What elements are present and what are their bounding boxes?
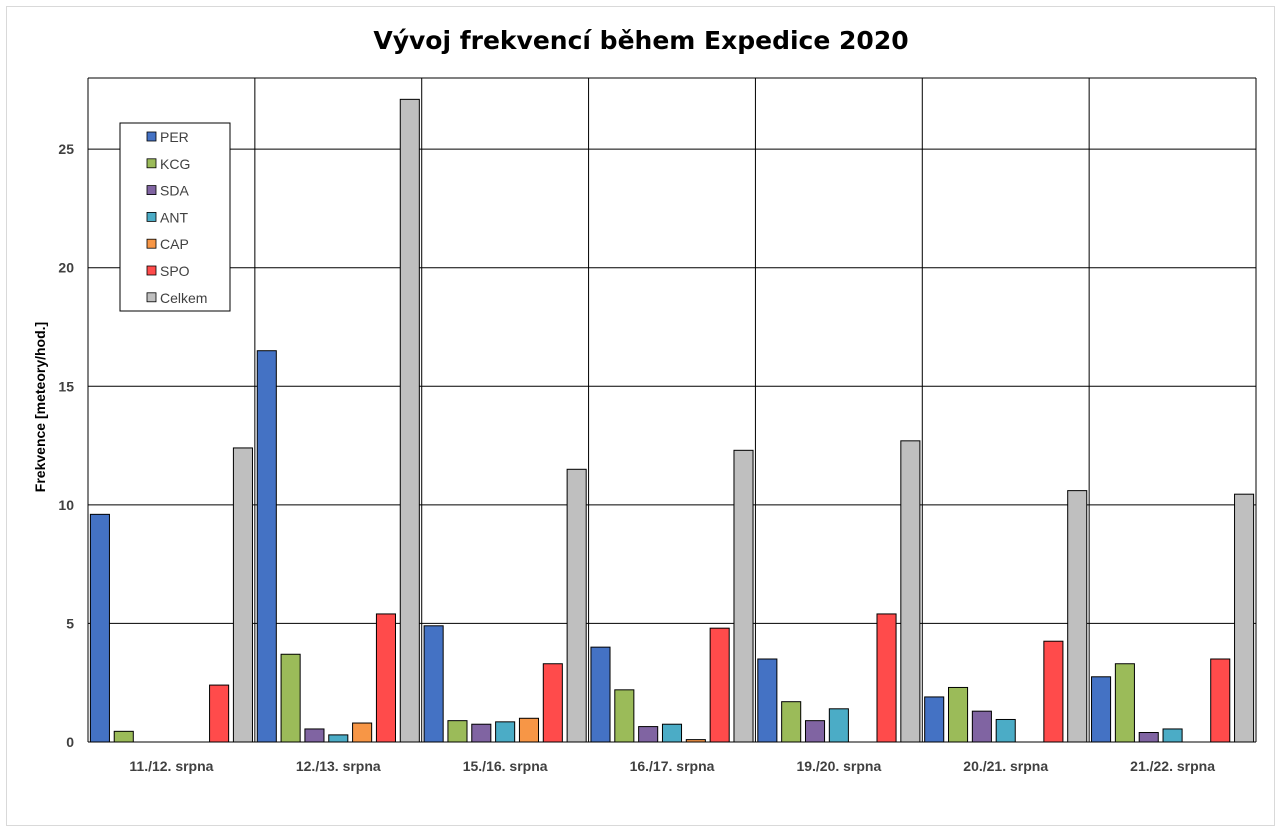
legend-swatch [146, 238, 157, 249]
bar-per [590, 646, 611, 743]
bar-kcg [1114, 663, 1135, 743]
axis-layer: 0 5 10 15 20 25 11./12. srpna 12./13. srpna 15./… [58, 141, 1256, 774]
bar-sda [804, 720, 826, 743]
x-tick-label: 12./13. srpna [296, 758, 381, 774]
bar-kcg [614, 689, 635, 743]
chart-svg: Vývoj frekvencí během Expedice 2020 0 5 10… [32, 26, 1257, 774]
bar-per [256, 350, 277, 743]
legend-swatch [146, 265, 157, 276]
legend-label: SPO [160, 263, 190, 279]
legend-label: PER [160, 129, 189, 145]
bars-layer [89, 98, 1255, 743]
chart-title: Vývoj frekvencí během Expedice 2020 [373, 26, 908, 55]
y-tick-label: 25 [58, 141, 74, 157]
bar-kcg [447, 720, 468, 743]
bar-spo [1210, 658, 1231, 743]
bar-celkem [232, 447, 253, 743]
x-tick-label: 19./20. srpna [796, 758, 881, 774]
bar-celkem [900, 440, 921, 743]
bar-spo [375, 613, 396, 743]
legend-label: Celkem [160, 290, 207, 306]
bar-cap [352, 722, 373, 743]
x-tick-label: 20./21. srpna [963, 758, 1048, 774]
bar-sda [304, 728, 325, 743]
y-tick-label: 15 [58, 378, 74, 394]
bar-spo [709, 627, 730, 743]
bar-per [423, 625, 444, 743]
bar-spo [209, 684, 230, 743]
bar-per [757, 658, 778, 743]
x-tick-label: 11./12. srpna [129, 758, 213, 774]
legend-label: KCG [160, 156, 190, 172]
legend-box [119, 122, 231, 312]
y-tick-label: 20 [58, 260, 74, 276]
bar-celkem [733, 449, 754, 743]
bar-ant [328, 734, 349, 743]
bar-sda [471, 723, 492, 743]
bar-kcg [948, 686, 969, 743]
bar-kcg [781, 701, 802, 743]
x-tick-label: 15./16. srpna [463, 758, 548, 774]
bar-kcg [113, 730, 134, 743]
x-tick-label: 16./17. srpna [630, 758, 715, 774]
bar-celkem [399, 98, 420, 743]
bar-ant [1162, 728, 1183, 743]
y-tick-label: 0 [66, 734, 74, 750]
legend-swatch [146, 131, 157, 142]
legend-label: CAP [160, 236, 189, 252]
bar-spo [876, 613, 897, 743]
bar-ant [828, 708, 849, 743]
bar-ant [495, 721, 516, 743]
bar-cap [518, 717, 540, 743]
y-tick-label: 10 [58, 497, 74, 513]
legend-swatch [146, 185, 157, 196]
bar-celkem [1067, 490, 1088, 743]
bar-sda [1138, 732, 1159, 743]
bar-celkem [566, 468, 587, 743]
bar-per [89, 513, 110, 743]
legend-swatch [146, 158, 157, 169]
y-axis-label: Frekvence [meteory/hod.] [32, 322, 48, 492]
legend-label: SDA [160, 183, 189, 199]
bar-sda [971, 710, 992, 743]
bar-per [924, 696, 945, 743]
legend-swatch [146, 211, 157, 222]
bar-ant [995, 718, 1016, 743]
chart-frame: Vývoj frekvencí během Expedice 2020 0 5 10… [6, 6, 1275, 826]
legend-label: ANT [160, 209, 188, 225]
bar-celkem [1234, 493, 1255, 743]
legend: PER KCG SDA ANT CAP SPO Celkem [119, 122, 231, 312]
y-tick-label: 5 [66, 615, 74, 631]
x-tick-label: 21./22. srpna [1130, 758, 1215, 774]
bar-sda [638, 726, 659, 743]
grid-layer [87, 77, 1257, 743]
legend-swatch [146, 292, 157, 303]
bar-per [1091, 676, 1112, 743]
bar-ant [661, 723, 683, 743]
bar-spo [542, 663, 563, 743]
bar-spo [1043, 640, 1064, 743]
bar-kcg [280, 653, 301, 743]
